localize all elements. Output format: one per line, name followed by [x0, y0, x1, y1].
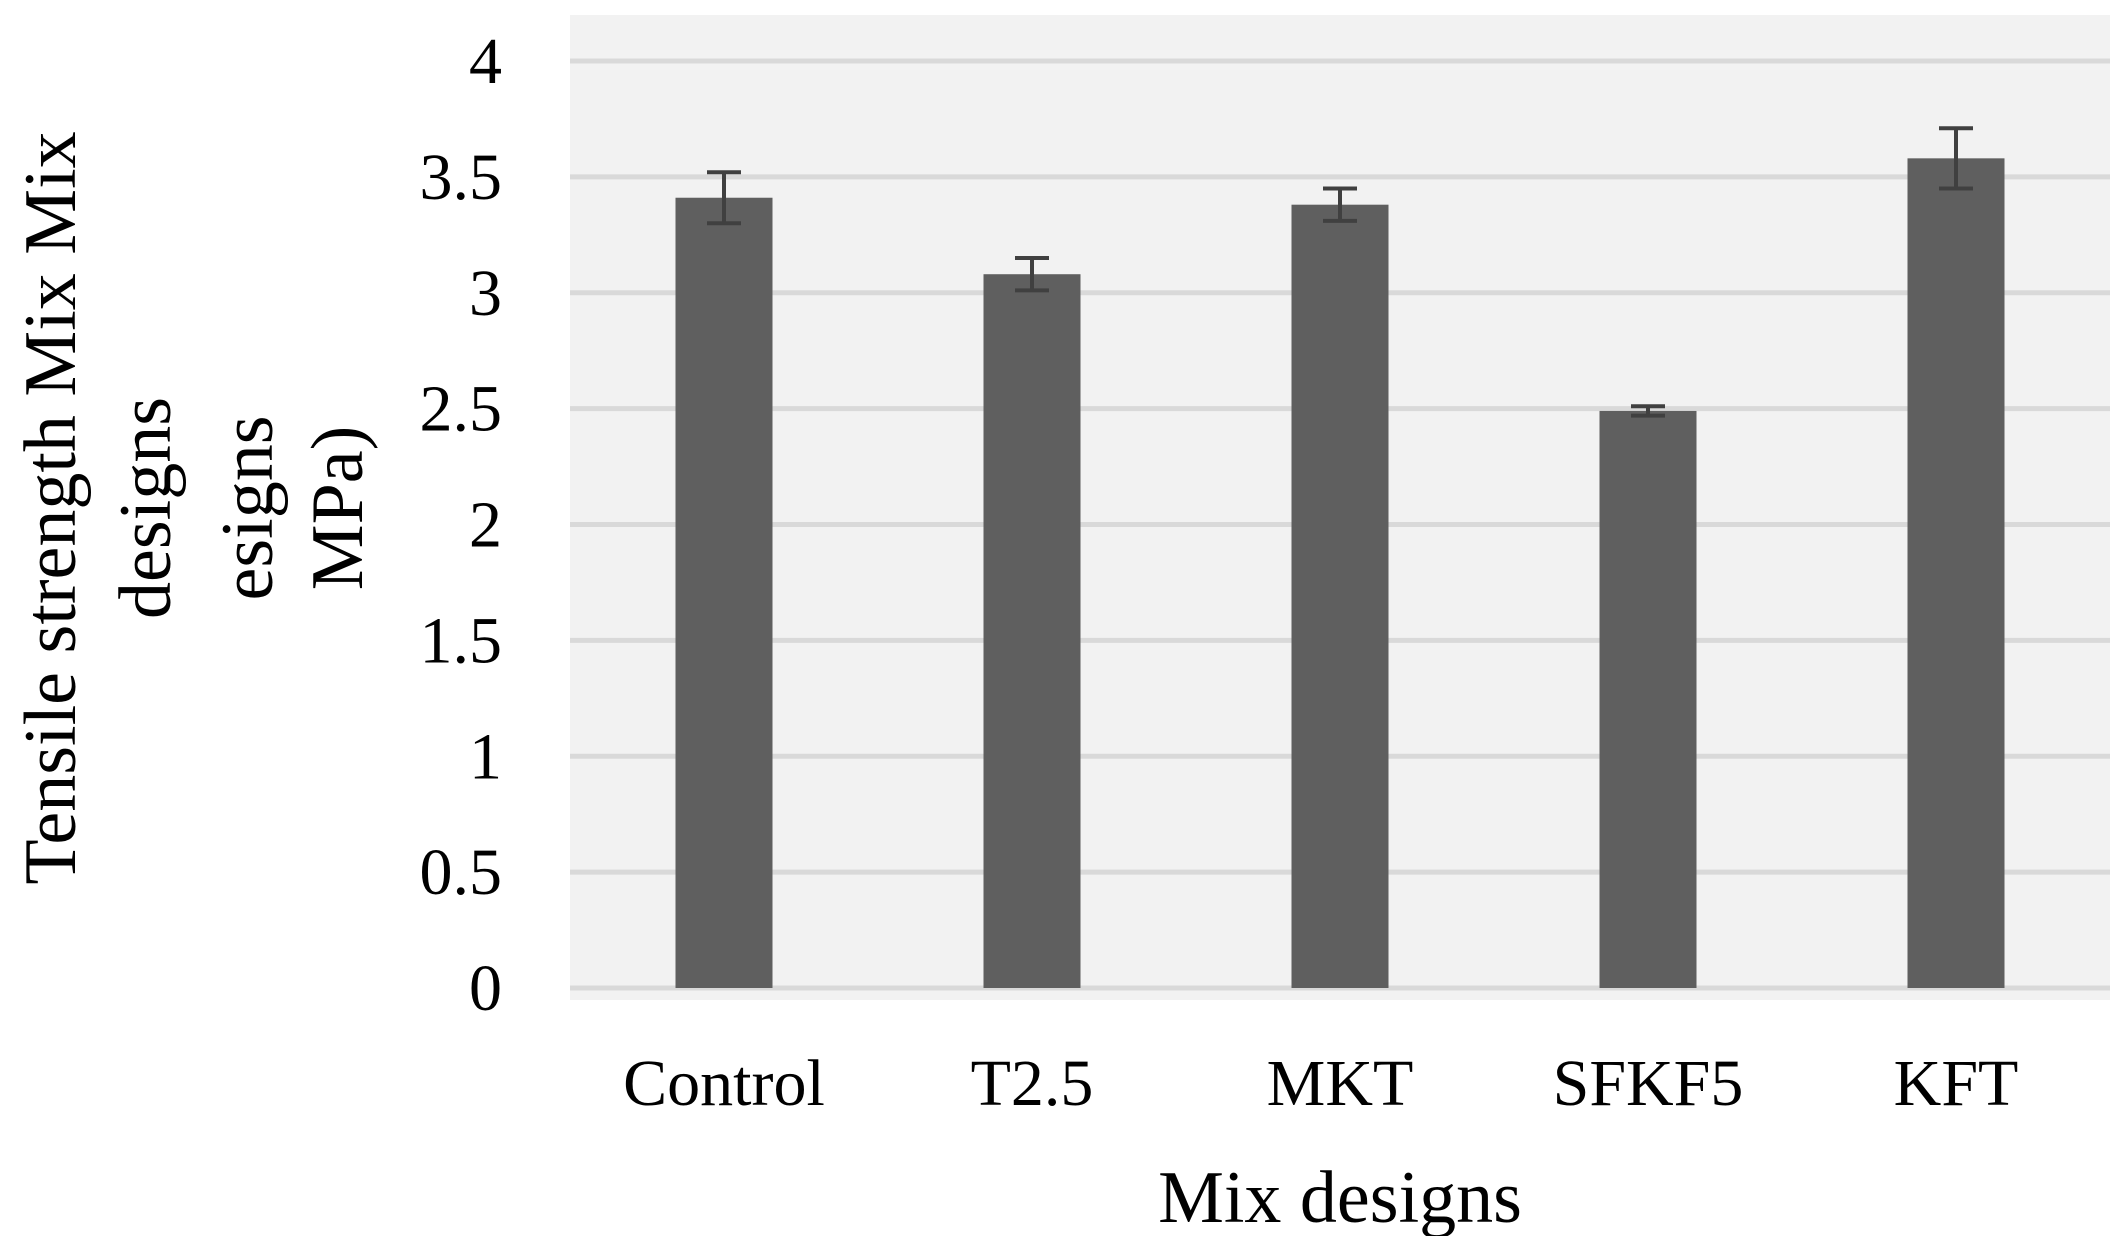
y-tick-label: 2 — [469, 489, 502, 562]
error-bar — [1015, 255, 1049, 293]
y-axis-title: Tensile strength Mix Mix designs esigns … — [10, 131, 379, 884]
bar-kft — [1907, 158, 2005, 988]
y-tick-label: 1.5 — [420, 604, 503, 677]
x-tick-label: T2.5 — [971, 1047, 1094, 1120]
y-axis-title-line-2: designs — [105, 397, 187, 619]
bar-control — [675, 197, 773, 989]
x-tick-label: KFT — [1894, 1047, 2019, 1120]
y-tick-label: 0 — [469, 952, 502, 1025]
y-tick-label: 2.5 — [420, 373, 503, 446]
y-tick-label: 3.5 — [420, 141, 503, 214]
y-axis-title-line-1: Tensile strength Mix Mix — [10, 131, 92, 884]
y-tick-labels: 0 0.5 1 1.5 2 2.5 3 3.5 4 — [420, 25, 503, 1025]
error-bar — [1939, 126, 1973, 191]
x-tick-label: MKT — [1267, 1047, 1414, 1120]
y-axis-title-line-3: esigns — [207, 416, 289, 601]
y-tick-label: 0.5 — [420, 836, 503, 909]
y-tick-label: 3 — [469, 257, 502, 330]
y-axis-title-line-4: MPa) — [297, 426, 379, 590]
bar-sfkf5 — [1599, 410, 1697, 988]
y-tick-label: 4 — [469, 25, 502, 98]
error-bar — [707, 170, 741, 226]
bar-t2-5 — [983, 274, 1081, 989]
x-tick-label: Control — [623, 1047, 825, 1120]
y-tick-label: 1 — [469, 720, 502, 793]
x-axis-title: Mix designs — [1158, 1157, 1522, 1236]
error-bars — [707, 126, 1973, 418]
bar-mkt — [1291, 204, 1389, 988]
bars — [675, 158, 2005, 989]
error-bar — [1323, 186, 1357, 223]
x-tick-label: SFKF5 — [1553, 1047, 1744, 1120]
error-bar — [1631, 404, 1665, 418]
x-tick-labels: Control T2.5 MKT SFKF5 KFT — [623, 1047, 2018, 1120]
